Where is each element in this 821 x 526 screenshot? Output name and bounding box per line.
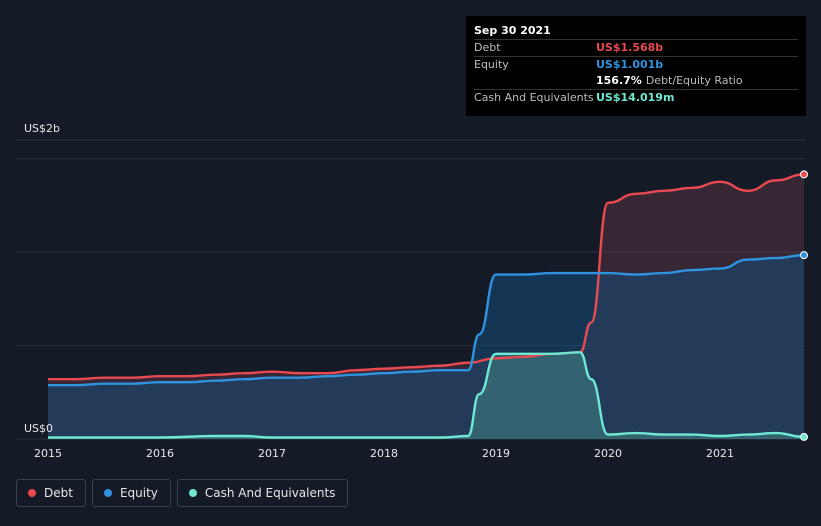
tooltip-row-cash: Cash And Equivalents US$14.019m	[474, 89, 798, 106]
tooltip-debt-value: US$1.568b	[596, 41, 664, 54]
x-tick-2016: 2016	[146, 447, 174, 460]
equity-area	[48, 255, 804, 439]
tooltip-equity-value: US$1.001b	[596, 58, 664, 71]
x-tick-2020: 2020	[594, 447, 622, 460]
equity-line	[48, 253, 805, 387]
debt-line	[48, 173, 805, 381]
tooltip-ratio-value: 156.7%	[596, 74, 642, 87]
legend-item-debt[interactable]: Debt	[16, 479, 86, 507]
legend-item-cash[interactable]: Cash And Equivalents	[176, 479, 349, 507]
tooltip-cash-value: US$14.019m	[596, 91, 675, 104]
tooltip-cash-label: Cash And Equivalents	[474, 91, 594, 104]
tooltip-date: Sep 30 2021	[474, 24, 551, 37]
tooltip-row-debt: Debt US$1.568b	[474, 39, 798, 56]
x-tick-2017: 2017	[258, 447, 286, 460]
tooltip-row-ratio: 156.7% Debt/Equity Ratio	[474, 73, 798, 89]
chart-endpoints	[800, 170, 808, 441]
cash-dot-icon	[188, 489, 197, 497]
tooltip-debt-label: Debt	[474, 41, 501, 54]
legend-debt-label: Debt	[44, 486, 73, 500]
x-axis-ticks: 2015 2016 2017 2018 2019 2020 2021	[34, 447, 734, 460]
tooltip-row-equity: Equity US$1.001b	[474, 56, 798, 73]
chart-areas	[48, 174, 804, 439]
cash-line	[48, 351, 805, 439]
debt-endpoint	[800, 170, 808, 179]
debt-dot-icon	[28, 489, 36, 497]
chart-lines	[48, 173, 805, 439]
x-tick-2018: 2018	[370, 447, 398, 460]
cash-endpoint	[800, 432, 808, 441]
equity-endpoint	[800, 251, 808, 260]
y-axis-max-label: US$2b	[24, 122, 61, 135]
chart-legend: Debt Equity Cash And Equivalents	[16, 479, 349, 507]
x-tick-2015: 2015	[34, 447, 62, 460]
legend-equity-label: Equity	[119, 486, 158, 500]
tooltip-ratio-spacer	[474, 73, 596, 89]
x-tick-2021: 2021	[706, 447, 734, 460]
x-tick-2019: 2019	[482, 447, 510, 460]
legend-item-equity[interactable]: Equity	[91, 479, 171, 507]
y-axis-min-label: US$0	[24, 422, 54, 435]
tooltip-ratio-label: Debt/Equity Ratio	[645, 74, 743, 87]
tooltip-equity-label: Equity	[474, 58, 509, 71]
data-tooltip: Sep 30 2021 Debt US$1.568b Equity US$1.0…	[466, 16, 806, 116]
legend-cash-label: Cash And Equivalents	[204, 486, 336, 500]
equity-dot-icon	[103, 489, 112, 497]
